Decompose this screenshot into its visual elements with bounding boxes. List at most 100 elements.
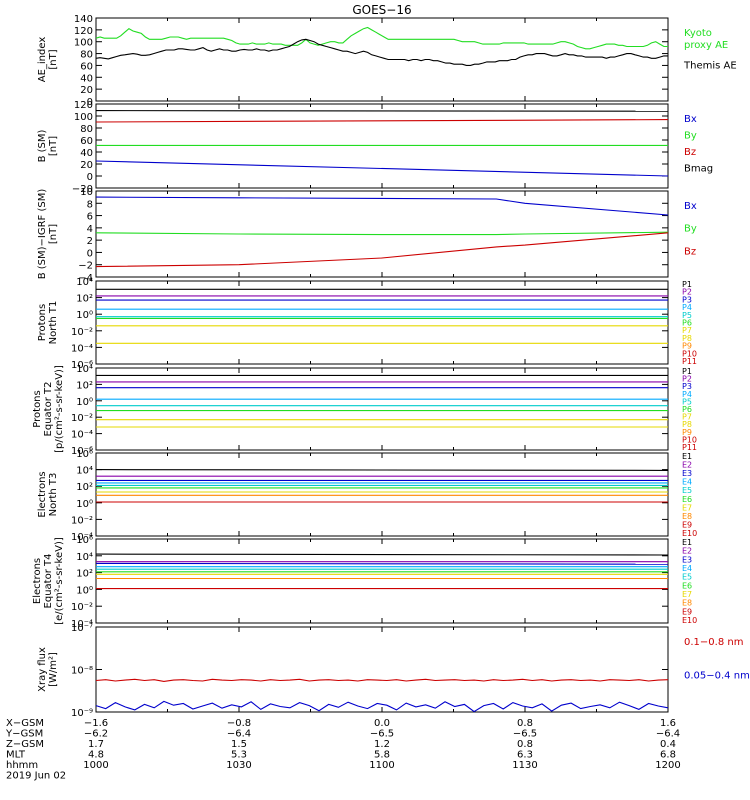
legend-P11: P11 [682,443,697,452]
legend-E2: E2 [682,461,692,470]
legend-P5: P5 [682,311,692,320]
legend-entry: By [684,131,697,142]
y-tick-label: 120 [74,26,93,37]
y-axis-title: ProtonsEquator T2[p/(cm²-s-sr-keV)] [32,365,65,453]
legend-E10: E10 [682,616,697,625]
legend-P10: P10 [682,435,697,444]
legend-E1: E1 [682,538,692,547]
legend-entry-line: Bz [684,246,696,257]
axis-row-value: 6.8 [660,750,676,761]
y-tick-label: 80 [80,124,93,135]
y-tick-label: 10⁶ [76,449,93,460]
legend-E6: E6 [682,581,692,590]
panel-frame [95,103,669,189]
y-tick-label: 0 [87,248,93,259]
y-tick-label: 10⁻⁴ [71,532,93,543]
y-axis-title: B (SM)−IGRF (SM)[nT] [37,189,59,280]
legend-entry-line: proxy AE [684,40,728,51]
panel-4: 10⁻⁶ 10⁻⁴ 10⁻² 10⁰ 10² 10⁴ ProtonsNorth T1 P1P2… [37,277,697,371]
series-line-0-1-0-8-nm [95,678,669,682]
series-line-bx [95,196,669,216]
y-tick-label: 60 [80,136,93,147]
axis-row-value: 1030 [226,760,251,771]
panel-frame [95,280,669,365]
y-axis-title-line: [W/m²] [48,652,59,687]
bottom-axis-table: X−GSM −1.6 −0.8 0.0 0.8 1.6 Y−GSM −6.2 −6.4 −6.5 −… [5,718,681,782]
axis-row-value: 1.7 [88,739,104,750]
y-axis-title-line: Protons [37,304,48,341]
legend-P3: P3 [682,382,692,391]
y-tick-label: 10⁶ [76,535,93,546]
y-axis-title-line: Electrons [32,558,43,604]
legend-E2: E2 [682,547,692,556]
y-tick-label: 6 [87,212,93,223]
figure-title: GOES−16 [352,3,411,17]
legend-E6: E6 [682,495,692,504]
series-line-bx [95,160,669,177]
y-axis-title: ProtonsNorth T1 [37,301,59,345]
legend-entry-line: Kyoto [684,28,712,39]
legend-P9: P9 [682,428,692,437]
y-tick-label: 10⁰ [76,310,93,321]
axis-row-label: Z−GSM [6,739,44,750]
series-line-bmag [95,110,669,112]
axis-row-value: 1.2 [374,739,390,750]
y-tick-label: 10⁻⁶ [71,360,93,371]
axis-row-value: −6.4 [656,729,680,740]
series-line-e1 [95,553,669,556]
axis-row-label: hhmm [6,760,38,771]
legend-entry: By [684,224,697,235]
legend-P6: P6 [682,319,692,328]
series-line-e3 [95,562,669,565]
y-tick-label: 60 [80,61,93,72]
legend-P8: P8 [682,334,692,343]
y-tick-label: 20 [80,85,93,96]
y-tick-label: 10⁰ [76,499,93,510]
y-axis-title-line: North T1 [48,301,59,345]
legend-P7: P7 [682,413,692,422]
y-axis-title-line: Electrons [37,471,48,517]
legend-entry: Bz [684,246,696,257]
y-axis-title: Xray flux[W/m²] [37,647,59,692]
series-line-e1 [95,469,669,471]
date-label: 2019 Jun 02 [6,771,66,782]
legend-P8: P8 [682,420,692,429]
axis-row-value: −0.8 [227,718,251,729]
legend-E7: E7 [682,590,692,599]
axis-row-label: Y−GSM [5,729,43,740]
y-tick-label: 10² [76,482,93,493]
axis-row-value: 5.8 [374,750,390,761]
axis-row-value: 1130 [512,760,537,771]
axis-row-label: MLT [6,750,26,761]
y-tick-label: 10⁰ [76,397,93,408]
panel-8: 10⁻⁹ 10⁻⁸ 10⁻⁷ Xray flux[W/m²] 0.1−0.8 nm 0.0… [37,623,750,719]
axis-row-value: 1.5 [231,739,247,750]
legend-E9: E9 [682,607,692,616]
y-axis-title-line: Equator T2 [43,382,54,437]
axis-row-value: 1.6 [660,718,676,729]
legend-entry: 0.05−0.4 nm [684,671,750,682]
panel-7: 10⁻⁴ 10⁻² 10⁰ 10² 10⁴ 10⁶ ElectronsEquator T4[… [32,535,697,630]
axis-row-value: 1000 [83,760,108,771]
y-tick-label: 10⁴ [76,364,93,375]
legend-P1: P1 [682,280,692,289]
legend-P4: P4 [682,390,692,399]
axis-row-value: 0.8 [517,718,533,729]
y-axis-title-line: Xray flux [37,647,48,692]
y-tick-label: 80 [80,50,93,61]
y-tick-label: 10⁻⁷ [71,623,93,634]
y-tick-label: 10⁴ [76,466,93,477]
y-tick-label: −4 [78,273,93,284]
y-tick-label: −20 [72,184,93,195]
y-tick-label: 140 [74,14,93,25]
series-line-themis-ae [95,38,668,66]
y-tick-label: 10⁻² [71,602,93,613]
legend-entry-line: 0.05−0.4 nm [684,671,750,682]
axis-row-value: −6.4 [227,729,251,740]
y-axis-title-line: Equator T4 [43,554,54,609]
y-tick-label: 40 [80,148,93,159]
